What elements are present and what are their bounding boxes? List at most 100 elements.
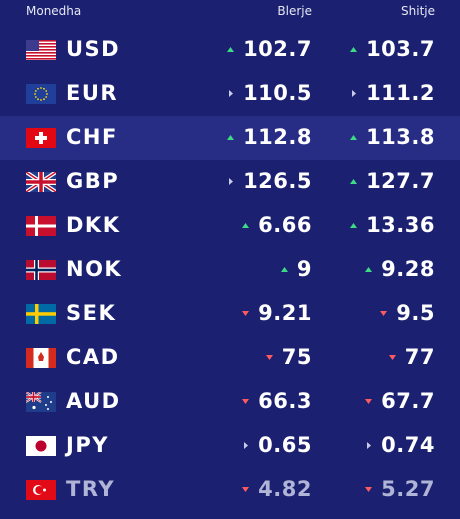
sell-rate: 111.2 bbox=[349, 81, 435, 105]
trend-arrow bbox=[242, 398, 250, 404]
currency-row: GBP 126.5 127.7 bbox=[0, 160, 460, 204]
flag-icon bbox=[26, 84, 56, 104]
flag-icon bbox=[26, 128, 56, 148]
sell-rate: 13.36 bbox=[349, 213, 435, 237]
currency-row: CAD 75 77 bbox=[0, 336, 460, 380]
sell-rate: 0.74 bbox=[364, 433, 435, 457]
buy-rate: 4.82 bbox=[241, 477, 312, 501]
buy-value: 112.8 bbox=[243, 125, 312, 149]
sell-value: 77 bbox=[404, 345, 435, 369]
trend-arrow bbox=[242, 222, 250, 228]
buy-rate: 66.3 bbox=[241, 389, 312, 413]
header-buy: Blerje bbox=[277, 4, 312, 18]
sell-rate: 9.28 bbox=[364, 257, 435, 281]
buy-value: 4.82 bbox=[258, 477, 312, 501]
sell-rate: 77 bbox=[388, 345, 435, 369]
sell-rate: 127.7 bbox=[349, 169, 435, 193]
currency-row: USD 102.7 103.7 bbox=[0, 28, 460, 72]
trend-arrow bbox=[242, 486, 250, 492]
buy-value: 66.3 bbox=[258, 389, 312, 413]
buy-value: 6.66 bbox=[258, 213, 312, 237]
trend-arrow bbox=[280, 266, 288, 272]
sell-value: 113.8 bbox=[366, 125, 435, 149]
currency-code: JPY bbox=[66, 433, 109, 457]
sell-value: 67.7 bbox=[381, 389, 435, 413]
sell-rate: 9.5 bbox=[379, 301, 435, 325]
currency-code: GBP bbox=[66, 169, 120, 193]
sell-value: 5.27 bbox=[381, 477, 435, 501]
buy-value: 9 bbox=[296, 257, 312, 281]
trend-arrow bbox=[350, 178, 358, 184]
header-currency: Monedha bbox=[26, 4, 82, 18]
trend-arrow bbox=[227, 134, 235, 140]
buy-value: 75 bbox=[281, 345, 312, 369]
flag-icon bbox=[26, 40, 56, 60]
trend-arrow bbox=[350, 222, 358, 228]
flag-icon bbox=[26, 392, 56, 412]
trend-arrow bbox=[350, 46, 358, 52]
trend-arrow bbox=[365, 486, 373, 492]
buy-rate: 9.21 bbox=[241, 301, 312, 325]
currency-code: EUR bbox=[66, 81, 119, 105]
sell-rate: 67.7 bbox=[364, 389, 435, 413]
currency-code: CHF bbox=[66, 125, 118, 149]
sell-value: 103.7 bbox=[366, 37, 435, 61]
sell-rate: 103.7 bbox=[349, 37, 435, 61]
buy-rate: 6.66 bbox=[241, 213, 312, 237]
flag-icon bbox=[26, 348, 56, 368]
buy-rate: 110.5 bbox=[226, 81, 312, 105]
flag-icon bbox=[26, 216, 56, 236]
sell-value: 13.36 bbox=[366, 213, 435, 237]
currency-row: EUR 110.5 111.2 bbox=[0, 72, 460, 116]
buy-value: 126.5 bbox=[243, 169, 312, 193]
currency-row: CHF 112.8 113.8 bbox=[0, 116, 460, 160]
buy-value: 110.5 bbox=[243, 81, 312, 105]
trend-arrow bbox=[265, 354, 273, 360]
trend-arrow bbox=[244, 441, 249, 449]
flag-icon bbox=[26, 304, 56, 324]
buy-rate: 0.65 bbox=[241, 433, 312, 457]
currency-code: TRY bbox=[66, 477, 116, 501]
buy-rate: 75 bbox=[265, 345, 312, 369]
trend-arrow bbox=[380, 310, 388, 316]
buy-rate: 9 bbox=[280, 257, 312, 281]
flag-icon bbox=[26, 260, 56, 280]
currency-code: USD bbox=[66, 37, 121, 61]
buy-rate: 126.5 bbox=[226, 169, 312, 193]
trend-arrow bbox=[365, 398, 373, 404]
buy-rate: 112.8 bbox=[226, 125, 312, 149]
currency-row: TRY 4.82 5.27 bbox=[0, 468, 460, 512]
currency-row: JPY 0.65 0.74 bbox=[0, 424, 460, 468]
currency-code: SEK bbox=[66, 301, 117, 325]
currency-row: NOK 9 9.28 bbox=[0, 248, 460, 292]
currency-row: SEK 9.21 9.5 bbox=[0, 292, 460, 336]
header-sell: Shitje bbox=[401, 4, 435, 18]
buy-rate: 102.7 bbox=[226, 37, 312, 61]
sell-value: 0.74 bbox=[381, 433, 435, 457]
trend-arrow bbox=[242, 310, 250, 316]
buy-value: 102.7 bbox=[243, 37, 312, 61]
trend-arrow bbox=[388, 354, 396, 360]
sell-value: 9.5 bbox=[396, 301, 435, 325]
currency-row: AUD 66.3 67.7 bbox=[0, 380, 460, 424]
currency-code: AUD bbox=[66, 389, 121, 413]
buy-value: 0.65 bbox=[258, 433, 312, 457]
flag-icon bbox=[26, 480, 56, 500]
currency-row: DKK 6.66 13.36 bbox=[0, 204, 460, 248]
currency-code: DKK bbox=[66, 213, 121, 237]
currency-code: NOK bbox=[66, 257, 123, 281]
sell-value: 9.28 bbox=[381, 257, 435, 281]
sell-rate: 113.8 bbox=[349, 125, 435, 149]
sell-rate: 5.27 bbox=[364, 477, 435, 501]
flag-icon bbox=[26, 172, 56, 192]
trend-arrow bbox=[367, 441, 372, 449]
sell-value: 127.7 bbox=[366, 169, 435, 193]
trend-arrow bbox=[350, 134, 358, 140]
buy-value: 9.21 bbox=[258, 301, 312, 325]
trend-arrow bbox=[229, 89, 234, 97]
sell-value: 111.2 bbox=[366, 81, 435, 105]
trend-arrow bbox=[365, 266, 373, 272]
trend-arrow bbox=[227, 46, 235, 52]
flag-icon bbox=[26, 436, 56, 456]
